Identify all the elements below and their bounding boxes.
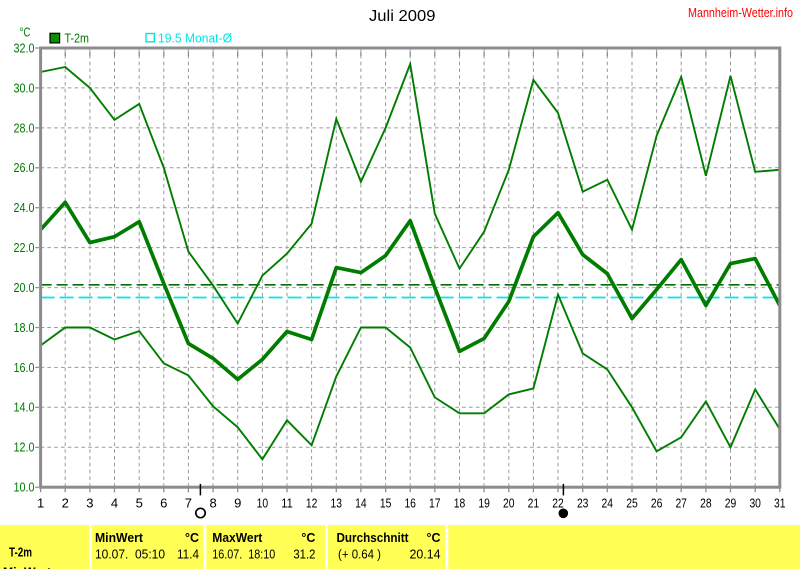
- svg-text:29: 29: [725, 496, 737, 511]
- svg-text:6: 6: [160, 496, 167, 511]
- svg-text:16.07. 18:10: 16.07. 18:10: [212, 548, 275, 562]
- svg-text:20: 20: [503, 496, 515, 511]
- svg-text:26.0: 26.0: [14, 161, 35, 175]
- svg-text:°C: °C: [301, 531, 315, 545]
- svg-text:°C: °C: [185, 531, 199, 545]
- svg-text:30: 30: [749, 496, 761, 511]
- svg-text:11.4: 11.4: [177, 548, 199, 562]
- svg-text:20.14: 20.14: [410, 548, 441, 562]
- svg-text:10: 10: [257, 496, 269, 511]
- svg-text:16.0: 16.0: [14, 361, 35, 375]
- svg-text:4: 4: [111, 496, 118, 511]
- svg-text:12.0: 12.0: [14, 441, 35, 455]
- svg-text:18: 18: [454, 496, 466, 511]
- svg-text:10.07. 05:10: 10.07. 05:10: [95, 548, 165, 562]
- svg-text:28.0: 28.0: [14, 121, 35, 135]
- svg-text:19: 19: [478, 496, 490, 511]
- svg-text:(+ 0.64 ): (+ 0.64 ): [338, 548, 381, 562]
- svg-text:28: 28: [700, 496, 712, 511]
- svg-text:5: 5: [136, 496, 143, 511]
- svg-text:14: 14: [355, 496, 367, 511]
- svg-text:19.5 Monat-Ø: 19.5 Monat-Ø: [158, 31, 232, 45]
- svg-text:MaxWert: MaxWert: [212, 531, 263, 545]
- svg-text:31.2: 31.2: [293, 548, 315, 562]
- svg-text:32.0: 32.0: [14, 41, 35, 55]
- svg-text:24: 24: [602, 496, 614, 511]
- svg-text:16: 16: [404, 496, 416, 511]
- svg-text:23: 23: [577, 496, 589, 511]
- svg-text:15: 15: [380, 496, 392, 511]
- svg-text:1: 1: [37, 496, 44, 511]
- svg-text:10.0: 10.0: [14, 481, 35, 495]
- svg-text:T-2m: T-2m: [65, 31, 90, 45]
- svg-text:25: 25: [626, 496, 638, 511]
- svg-text:22: 22: [552, 496, 564, 511]
- svg-text:20.0: 20.0: [14, 281, 35, 295]
- svg-text:12: 12: [306, 496, 318, 511]
- svg-text:7: 7: [185, 496, 192, 511]
- svg-text:14.0: 14.0: [14, 401, 35, 415]
- svg-text:°C: °C: [427, 531, 441, 545]
- svg-text:22.0: 22.0: [14, 241, 35, 255]
- svg-text:9: 9: [234, 496, 241, 511]
- svg-text:30.0: 30.0: [14, 81, 35, 95]
- svg-text:31: 31: [774, 496, 786, 511]
- svg-text:MinWert: MinWert: [3, 566, 52, 569]
- svg-text:MinWert: MinWert: [95, 531, 144, 545]
- svg-text:13: 13: [331, 496, 343, 511]
- svg-text:Durchschnitt: Durchschnitt: [337, 531, 410, 545]
- svg-text:Juli 2009: Juli 2009: [369, 8, 436, 25]
- svg-text:18.0: 18.0: [14, 321, 35, 335]
- svg-text:21: 21: [528, 496, 540, 511]
- svg-text:26: 26: [651, 496, 663, 511]
- svg-text:T-2m: T-2m: [9, 545, 32, 559]
- svg-text:2: 2: [62, 496, 69, 511]
- svg-text:°C: °C: [20, 26, 31, 40]
- svg-text:8: 8: [209, 496, 216, 511]
- svg-text:11: 11: [281, 496, 293, 511]
- svg-text:3: 3: [86, 496, 93, 511]
- svg-text:17: 17: [429, 496, 441, 511]
- svg-text:27: 27: [675, 496, 687, 511]
- svg-text:24.0: 24.0: [14, 201, 35, 215]
- svg-text:Mannheim-Wetter.info: Mannheim-Wetter.info: [688, 6, 793, 20]
